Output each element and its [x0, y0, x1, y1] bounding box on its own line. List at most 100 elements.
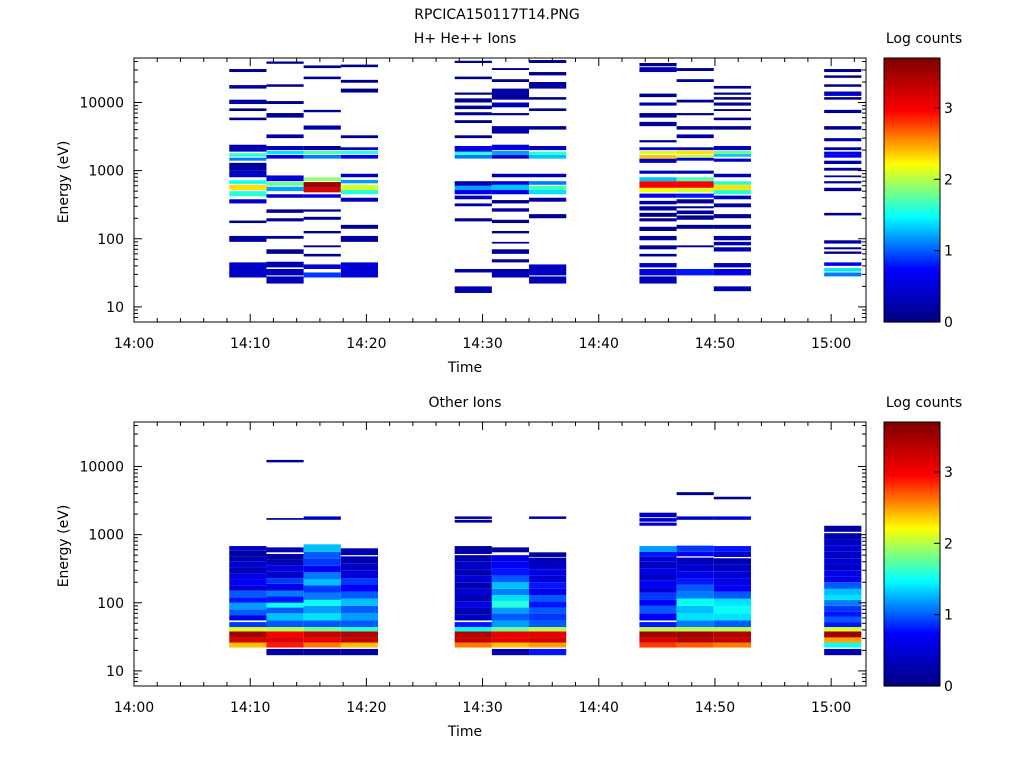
heatmap-cell	[639, 177, 677, 182]
heatmap-cell	[676, 157, 714, 161]
colorbar-segment	[884, 99, 940, 103]
heatmap-cell	[676, 598, 714, 606]
heatmap-cell	[229, 622, 267, 628]
heatmap-cell	[266, 209, 304, 213]
colorbar-segment	[884, 567, 940, 570]
heatmap-cell	[676, 613, 714, 621]
heatmap-cell	[491, 613, 530, 621]
colorbar-segment	[884, 521, 940, 524]
heatmap-cell	[229, 615, 267, 621]
colorbar-segment	[884, 267, 940, 270]
colorbar-segment	[884, 209, 940, 213]
heatmap-cell	[713, 268, 751, 276]
heatmap-cell	[676, 177, 714, 182]
colorbar-segment	[884, 510, 940, 513]
colorbar-segment	[884, 668, 940, 672]
heatmap-cell	[639, 605, 677, 614]
heatmap-cell	[229, 561, 267, 568]
colorbar-segment	[884, 130, 940, 134]
heatmap-cell	[529, 151, 567, 155]
colorbar-segment	[884, 468, 940, 471]
heatmap-cell	[824, 611, 862, 617]
x-tick-label: 14:20	[346, 336, 386, 352]
colorbar-segment	[884, 448, 940, 452]
heatmap-cell	[491, 627, 530, 632]
colorbar-segment	[884, 97, 940, 101]
colorbar-segment	[884, 141, 940, 145]
colorbar-segment	[884, 253, 940, 257]
colorbar-segment	[884, 573, 940, 577]
heatmap-cell	[454, 594, 492, 602]
heatmap-cell	[529, 552, 567, 557]
heatmap-cell	[639, 154, 677, 159]
colorbar-segment	[884, 75, 940, 79]
heatmap-cell	[676, 551, 714, 557]
colorbar-segment	[884, 110, 940, 114]
colorbar-segment	[884, 653, 940, 656]
colorbar-segment	[884, 306, 940, 310]
heatmap-cell	[266, 620, 304, 628]
colorbar-segment	[884, 216, 940, 220]
heatmap-cell	[676, 224, 714, 229]
heatmap-cell	[639, 556, 677, 562]
colorbar-segment	[884, 523, 940, 526]
colorbar-segment	[884, 446, 940, 449]
colorbar-segment	[884, 593, 940, 597]
heatmap-cell	[529, 582, 567, 589]
heatmap-cell	[639, 102, 677, 106]
heatmap-cell	[676, 126, 714, 130]
heatmap-cell	[229, 579, 267, 586]
panel-2: 14:00 14:10 14:20 14:30 14:40 14:50 15:0010100…	[56, 395, 962, 740]
colorbar-segment	[884, 176, 940, 180]
heatmap-cell	[303, 230, 341, 234]
heatmap-cell	[491, 241, 530, 244]
heatmap-cell	[676, 642, 714, 648]
heatmap-cell	[229, 642, 267, 648]
heatmap-cell	[454, 92, 492, 95]
heatmap-cell	[824, 533, 862, 540]
heatmap-cell	[266, 154, 304, 159]
heatmap-cell	[713, 195, 751, 200]
x-tick-label: 14:30	[462, 700, 502, 716]
heatmap-cell	[340, 605, 378, 614]
heatmap-cell	[713, 214, 751, 219]
heatmap-cell	[303, 648, 341, 656]
heatmap-cell	[454, 105, 492, 110]
heatmap-cell	[303, 572, 341, 580]
heatmap-cell	[529, 214, 567, 219]
heatmap-cell	[229, 199, 267, 204]
heatmap-cell	[824, 187, 862, 192]
colorbar-segment	[884, 600, 940, 603]
heatmap-cell	[676, 268, 714, 276]
heatmap-cell	[824, 109, 862, 114]
heatmap-cell	[639, 158, 677, 163]
heatmap-cell	[229, 117, 267, 121]
colorbar-segment	[884, 126, 940, 129]
heatmap-cell	[229, 170, 267, 178]
heatmap-cell	[303, 544, 341, 552]
colorbar-segment	[884, 547, 940, 551]
heatmap-cell	[229, 550, 267, 557]
heatmap-cell	[303, 245, 341, 248]
heatmap-cell	[491, 620, 530, 628]
y-axis-label: Energy (eV)	[56, 141, 72, 224]
heatmap-cell	[676, 492, 714, 496]
heatmap-cell	[713, 605, 751, 614]
heatmap-cell	[491, 631, 530, 638]
heatmap-cell	[639, 113, 677, 118]
colorbar-segment	[884, 681, 940, 685]
colorbar-segment	[884, 207, 940, 211]
heatmap-cell	[454, 569, 492, 576]
heatmap-cell	[266, 459, 304, 463]
heatmap-cell	[824, 69, 862, 73]
x-tick-label: 14:00	[114, 336, 154, 352]
heatmap-cell	[824, 251, 862, 254]
heatmap-cell	[340, 648, 378, 656]
heatmap-cell	[639, 67, 677, 73]
y-axis-label: Energy (eV)	[56, 505, 72, 588]
colorbar-segment	[884, 672, 940, 676]
heatmap-cell	[340, 147, 378, 151]
heatmap-cell	[824, 84, 862, 87]
heatmap-cell	[454, 151, 492, 155]
heatmap-cell	[676, 571, 714, 579]
